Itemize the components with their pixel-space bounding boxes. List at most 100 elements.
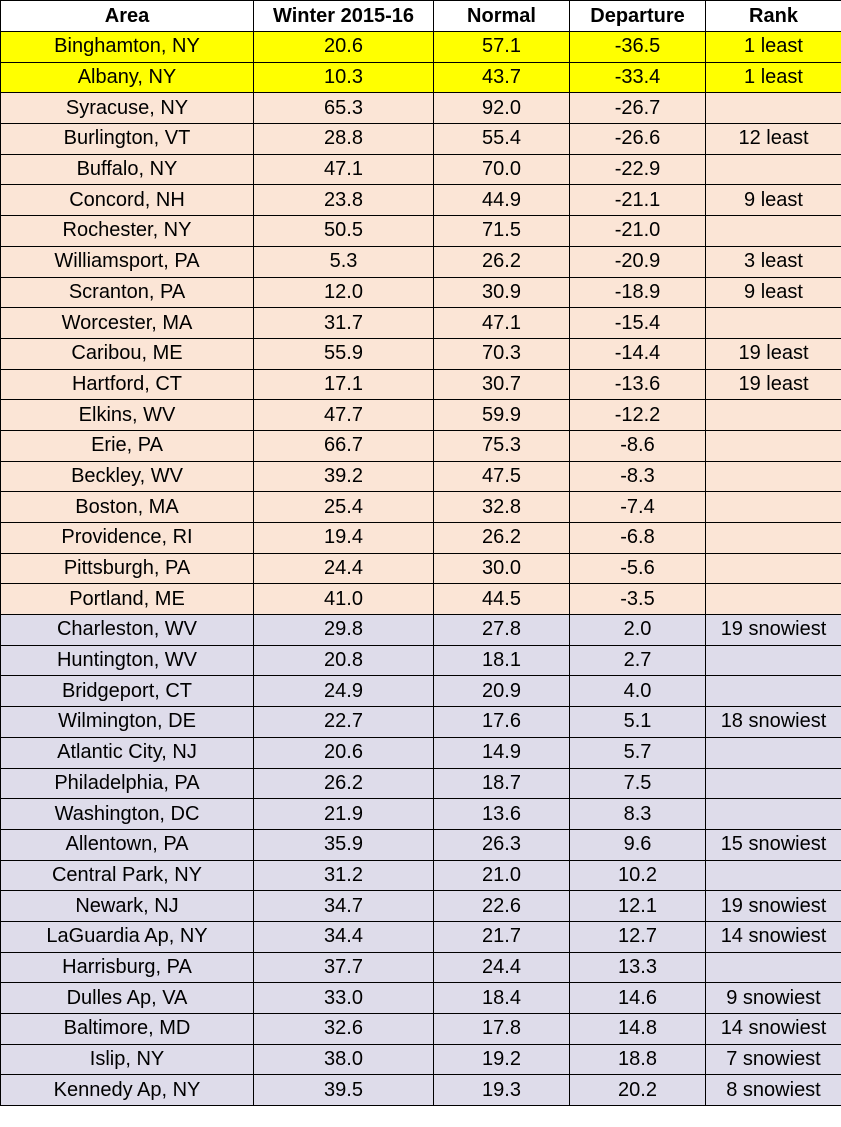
table-cell: 4.0 [569, 675, 706, 708]
table-cell: 12.1 [569, 890, 706, 922]
table-cell: 31.2 [253, 859, 434, 892]
empty-cell [705, 798, 841, 830]
table-cell: Huntington, WV [0, 644, 254, 677]
table-row: Caribou, ME 55.9 70.3 -14.4 19 least [0, 337, 841, 370]
table-cell: 30.9 [433, 276, 570, 309]
table-cell: 32.6 [253, 1013, 434, 1045]
table-cell: Atlantic City, NJ [0, 736, 254, 769]
table-row: Boston, MA 25.4 32.8 -7.4 [0, 491, 841, 523]
table-cell: 7 snowiest [705, 1043, 841, 1076]
empty-cell [705, 583, 841, 616]
table-cell: 8 snowiest [705, 1074, 841, 1107]
table-cell: Rochester, NY [0, 215, 254, 247]
table-cell: 12.0 [253, 276, 434, 309]
table-cell: 21.0 [433, 859, 570, 892]
table-cell: Pittsburgh, PA [0, 552, 254, 585]
table-cell: Charleston, WV [0, 614, 254, 646]
table-cell: Portland, ME [0, 583, 254, 616]
table-cell: -21.0 [569, 215, 706, 247]
table-cell: Erie, PA [0, 429, 254, 462]
table-cell: 18.8 [569, 1043, 706, 1076]
table-row: Huntington, WV 20.8 18.1 2.7 [0, 644, 841, 677]
header-row: Area Winter 2015-16 Normal Departure Rank [0, 0, 841, 32]
table-row: LaGuardia Ap, NY 34.4 21.7 12.7 14 snowiest [0, 920, 841, 953]
table-row: Elkins, WV 47.7 59.9 -12.2 [0, 399, 841, 431]
table-cell: 12 least [705, 123, 841, 155]
table-cell: 65.3 [253, 92, 434, 125]
table-row: Providence, RI 19.4 26.2 -6.8 [0, 522, 841, 554]
table-cell: 41.0 [253, 583, 434, 616]
empty-cell [705, 951, 841, 984]
table-cell: Worcester, MA [0, 307, 254, 339]
table-cell: -3.5 [569, 583, 706, 616]
table-cell: 47.5 [433, 460, 570, 493]
table-cell: 26.3 [433, 828, 570, 861]
table-row: Burlington, VT 28.8 55.4 -26.6 12 least [0, 123, 841, 155]
table-cell: 47.1 [253, 153, 434, 186]
table-cell: 21.9 [253, 798, 434, 830]
table-cell: 17.6 [433, 706, 570, 738]
table-cell: Buffalo, NY [0, 153, 254, 186]
table-cell: 34.7 [253, 890, 434, 922]
table-cell: 20.9 [433, 675, 570, 708]
table-cell: 44.5 [433, 583, 570, 616]
table-cell: Wilmington, DE [0, 706, 254, 738]
table-cell: 19.4 [253, 522, 434, 554]
table-cell: Binghamton, NY [0, 31, 254, 63]
table-row: Charleston, WV 29.8 27.8 2.0 19 snowiest [0, 614, 841, 646]
table-row: Allentown, PA 35.9 26.3 9.6 15 snowiest [0, 828, 841, 861]
empty-cell [705, 736, 841, 769]
table-cell: 10.3 [253, 61, 434, 94]
table-cell: 26.2 [433, 522, 570, 554]
table-cell: 19 least [705, 368, 841, 401]
column-header: Rank [705, 0, 841, 32]
table-cell: Philadelphia, PA [0, 767, 254, 800]
table-cell: -26.7 [569, 92, 706, 125]
empty-cell [705, 307, 841, 339]
table-cell: 19 snowiest [705, 614, 841, 646]
empty-cell [705, 675, 841, 708]
table-row: Erie, PA 66.7 75.3 -8.6 [0, 429, 841, 462]
table-cell: 35.9 [253, 828, 434, 861]
table-row: Baltimore, MD 32.6 17.8 14.8 14 snowiest [0, 1013, 841, 1045]
table-cell: 55.9 [253, 337, 434, 370]
empty-cell [705, 153, 841, 186]
table-cell: Washington, DC [0, 798, 254, 830]
table-row: Scranton, PA 12.0 30.9 -18.9 9 least [0, 276, 841, 309]
table-cell: 75.3 [433, 429, 570, 462]
table-cell: 32.8 [433, 491, 570, 523]
table-cell: -33.4 [569, 61, 706, 94]
table-cell: 19 snowiest [705, 890, 841, 922]
table-cell: 37.7 [253, 951, 434, 984]
table-cell: 29.8 [253, 614, 434, 646]
table-cell: 39.5 [253, 1074, 434, 1107]
table-cell: 18.7 [433, 767, 570, 800]
table-cell: 3 least [705, 245, 841, 278]
table-row: Pittsburgh, PA 24.4 30.0 -5.6 [0, 552, 841, 585]
table-cell: -15.4 [569, 307, 706, 339]
table-cell: 23.8 [253, 184, 434, 217]
table-cell: 18.4 [433, 982, 570, 1014]
table-cell: 22.6 [433, 890, 570, 922]
table-cell: Williamsport, PA [0, 245, 254, 278]
table-cell: 8.3 [569, 798, 706, 830]
table-row: Newark, NJ 34.7 22.6 12.1 19 snowiest [0, 890, 841, 922]
table-row: Philadelphia, PA 26.2 18.7 7.5 [0, 767, 841, 800]
table-cell: -36.5 [569, 31, 706, 63]
table-cell: 70.3 [433, 337, 570, 370]
table-cell: 14.9 [433, 736, 570, 769]
table-cell: 5.3 [253, 245, 434, 278]
table-cell: 20.6 [253, 736, 434, 769]
empty-cell [705, 429, 841, 462]
table-cell: -12.2 [569, 399, 706, 431]
empty-cell [705, 767, 841, 800]
table-cell: -26.6 [569, 123, 706, 155]
table-cell: 22.7 [253, 706, 434, 738]
table-cell: 14.6 [569, 982, 706, 1014]
table-cell: -13.6 [569, 368, 706, 401]
table-cell: 2.7 [569, 644, 706, 677]
table-cell: 14 snowiest [705, 1013, 841, 1045]
table-cell: Newark, NJ [0, 890, 254, 922]
table-cell: 5.7 [569, 736, 706, 769]
table-row: Islip, NY 38.0 19.2 18.8 7 snowiest [0, 1043, 841, 1076]
